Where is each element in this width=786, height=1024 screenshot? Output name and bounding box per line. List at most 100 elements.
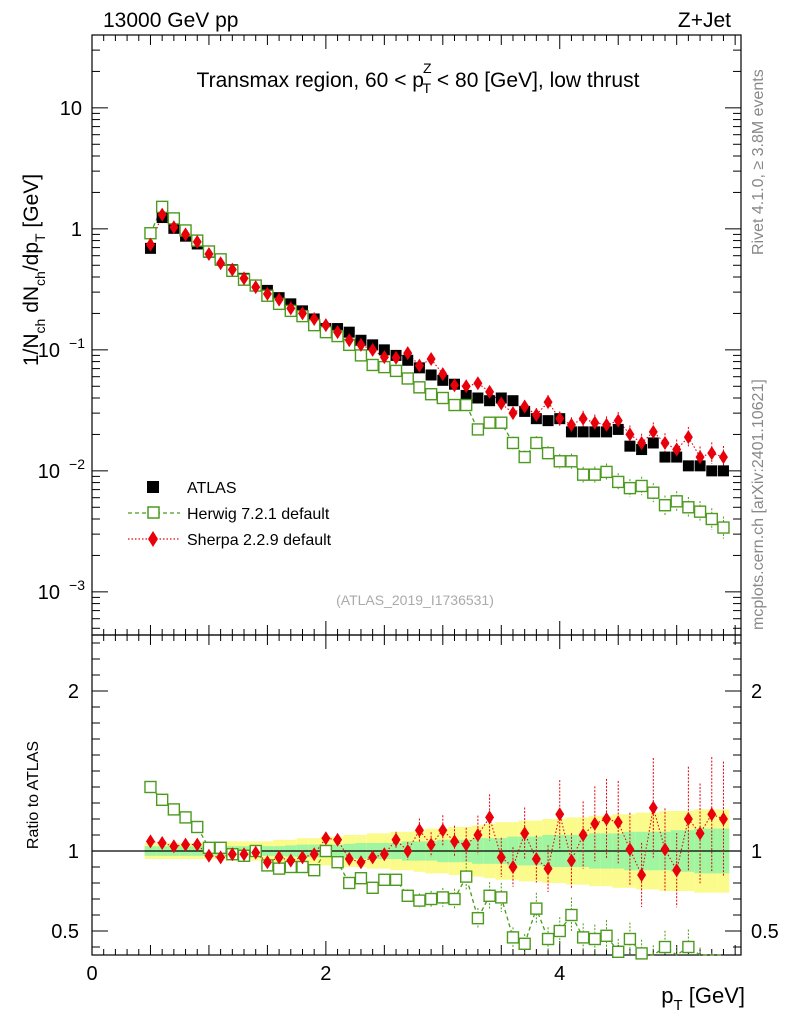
sherpa-point <box>192 234 202 249</box>
herwig-point <box>471 423 485 436</box>
herwig-ratio-point <box>413 894 426 907</box>
sherpa-point <box>473 376 483 391</box>
herwig-ratio-point <box>483 889 496 902</box>
atlas-point <box>577 426 589 438</box>
herwig-point <box>717 521 730 534</box>
sherpa-line <box>149 213 724 458</box>
y-tick-exponent: −3 <box>69 577 85 593</box>
atlas-point <box>612 423 624 435</box>
sherpa-ratio-point <box>566 853 576 868</box>
sherpa-point <box>251 280 261 295</box>
herwig-ratio-point <box>307 864 321 877</box>
herwig-point <box>530 436 543 450</box>
sherpa-ratio-point <box>637 868 647 882</box>
legend-atlas-label: ATLAS <box>187 480 237 497</box>
herwig-ratio-point <box>448 892 461 906</box>
sherpa-ratio-point <box>683 812 693 826</box>
herwig-ratio-point <box>167 803 181 816</box>
y-tick-exponent: −2 <box>69 456 85 472</box>
herwig-point <box>565 455 578 468</box>
main-panel: 10 1 10 −1 10 −2 10 −3 <box>38 34 742 955</box>
herwig-point <box>413 381 426 394</box>
y-tick-label: 10 <box>38 340 60 362</box>
atlas-point <box>694 460 706 472</box>
sherpa-point <box>344 333 354 348</box>
sherpa-point <box>438 367 448 382</box>
herwig-ratio-point <box>658 940 672 954</box>
sherpa-point <box>309 311 319 326</box>
analysis-watermark: (ATLAS_2019_I1736531) <box>336 592 494 608</box>
herwig-ratio-point <box>378 873 391 886</box>
sherpa-ratio-point <box>157 836 167 850</box>
sherpa-ratio-point <box>192 837 202 852</box>
herwig-ratio-point <box>553 924 566 938</box>
herwig-ratio-point <box>588 932 602 946</box>
sherpa-ratio-point <box>555 807 565 822</box>
sherpa-point <box>391 350 401 365</box>
sherpa-point <box>496 396 506 411</box>
sherpa-point <box>181 227 191 242</box>
ratio-y-tick-label-right: 2 <box>751 681 762 703</box>
herwig-ratio-point <box>144 780 157 794</box>
sherpa-point <box>450 378 460 393</box>
x-tick-label: 4 <box>554 963 565 985</box>
herwig-ratio-point <box>179 811 192 824</box>
legend-herwig-marker <box>147 506 160 519</box>
sherpa-point <box>543 395 553 410</box>
sherpa-ratio-point <box>297 850 307 865</box>
herwig-ratio-point <box>518 937 531 950</box>
sherpa-ratio-point <box>181 837 191 852</box>
sherpa-ratio-point <box>216 850 226 865</box>
ratio-frame <box>91 634 742 956</box>
sherpa-point <box>602 417 612 432</box>
sherpa-point <box>718 450 728 465</box>
sherpa-point <box>145 237 155 252</box>
sherpa-point <box>461 379 471 394</box>
herwig-point <box>483 416 496 429</box>
sherpa-point <box>286 301 296 316</box>
atlas-point <box>659 451 671 463</box>
atlas-point <box>682 460 694 472</box>
sherpa-point <box>531 407 541 422</box>
herwig-ratio-point <box>459 870 473 883</box>
sherpa-ratio-point <box>578 828 588 842</box>
atlas-point <box>343 326 355 338</box>
sherpa-point <box>555 411 565 426</box>
herwig-point <box>401 372 414 385</box>
herwig-point <box>588 468 602 481</box>
sherpa-point <box>508 406 518 421</box>
herwig-point <box>693 505 707 518</box>
sherpa-ratio-point <box>251 845 261 860</box>
herwig-ratio-point <box>389 873 403 886</box>
sherpa-point <box>157 207 167 222</box>
sherpa-ratio-point <box>496 850 506 865</box>
atlas-point <box>601 426 613 438</box>
atlas-point <box>460 389 472 401</box>
sherpa-point <box>216 256 226 271</box>
atlas-point <box>542 415 554 427</box>
sherpa-ratio-point <box>379 847 389 862</box>
legend: ATLAS Herwig 7.2.1 default Sherpa 2.2.9 … <box>128 480 332 549</box>
legend-atlas-marker <box>147 481 159 493</box>
herwig-ratio-point <box>331 856 344 869</box>
sherpa-ratio-point <box>695 826 705 841</box>
sherpa-ratio-point <box>356 855 366 870</box>
sherpa-ratio-point <box>414 823 424 838</box>
herwig-ratio-point <box>635 947 648 960</box>
herwig-ratio-point <box>612 945 625 958</box>
sherpa-point <box>485 384 495 399</box>
atlas-point <box>589 426 601 438</box>
sherpa-ratio-point <box>169 839 179 854</box>
ratio-y-tick-label-right: 1 <box>751 841 762 863</box>
herwig-point <box>506 436 520 450</box>
sherpa-point <box>625 427 635 442</box>
herwig-ratio-point <box>155 793 169 806</box>
sherpa-ratio-point <box>543 861 553 876</box>
sherpa-point <box>204 246 214 261</box>
main-series <box>144 200 730 539</box>
herwig-ratio-point <box>623 932 637 946</box>
sherpa-point <box>637 435 647 450</box>
sherpa-ratio-point <box>262 855 272 870</box>
herwig-ratio-point <box>541 932 555 946</box>
sherpa-ratio-point <box>508 860 518 874</box>
